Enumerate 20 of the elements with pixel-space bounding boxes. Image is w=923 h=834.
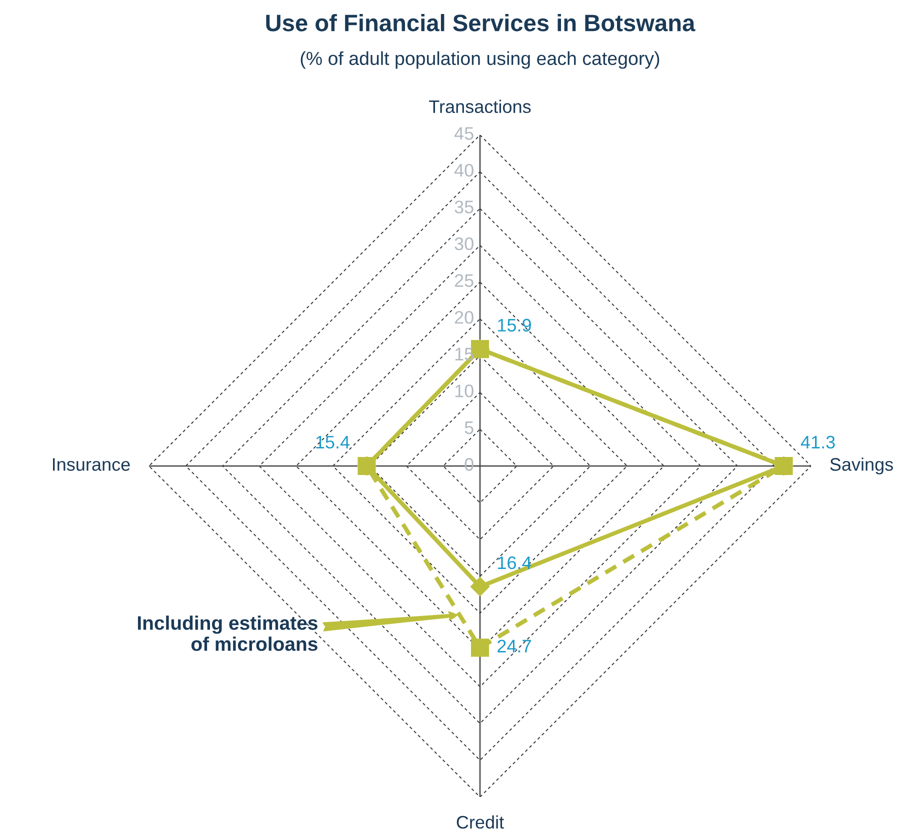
data-label: 24.7 (498, 640, 531, 652)
spoke-label: Transactions (429, 100, 531, 114)
y-tick-label: 40 (454, 164, 474, 177)
y-tick-label: 5 (464, 421, 474, 434)
y-tick-label: 20 (454, 310, 474, 324)
data-label: 16.4 (498, 556, 532, 570)
text: Including estimates of microloans (138, 616, 318, 651)
spoke-label: Credit (456, 815, 504, 829)
y-tick-label: 45 (454, 127, 474, 140)
y-tick-label: 25 (454, 274, 474, 287)
chart-subtitle: (% of adult population using each category) (300, 51, 660, 69)
data-label: 41.3 (800, 436, 835, 449)
data-label: 15.4 (316, 436, 350, 449)
spoke-label: Insurance (52, 458, 130, 471)
data-label: 15.9 (498, 318, 531, 332)
spoke-label: Savings (830, 458, 893, 474)
y-tick-label: 30 (454, 237, 474, 250)
chart-title: Use of Financial Services in Botswana (266, 14, 696, 32)
y-tick-label: 10 (455, 384, 474, 398)
y-tick-label: 35 (454, 200, 474, 214)
